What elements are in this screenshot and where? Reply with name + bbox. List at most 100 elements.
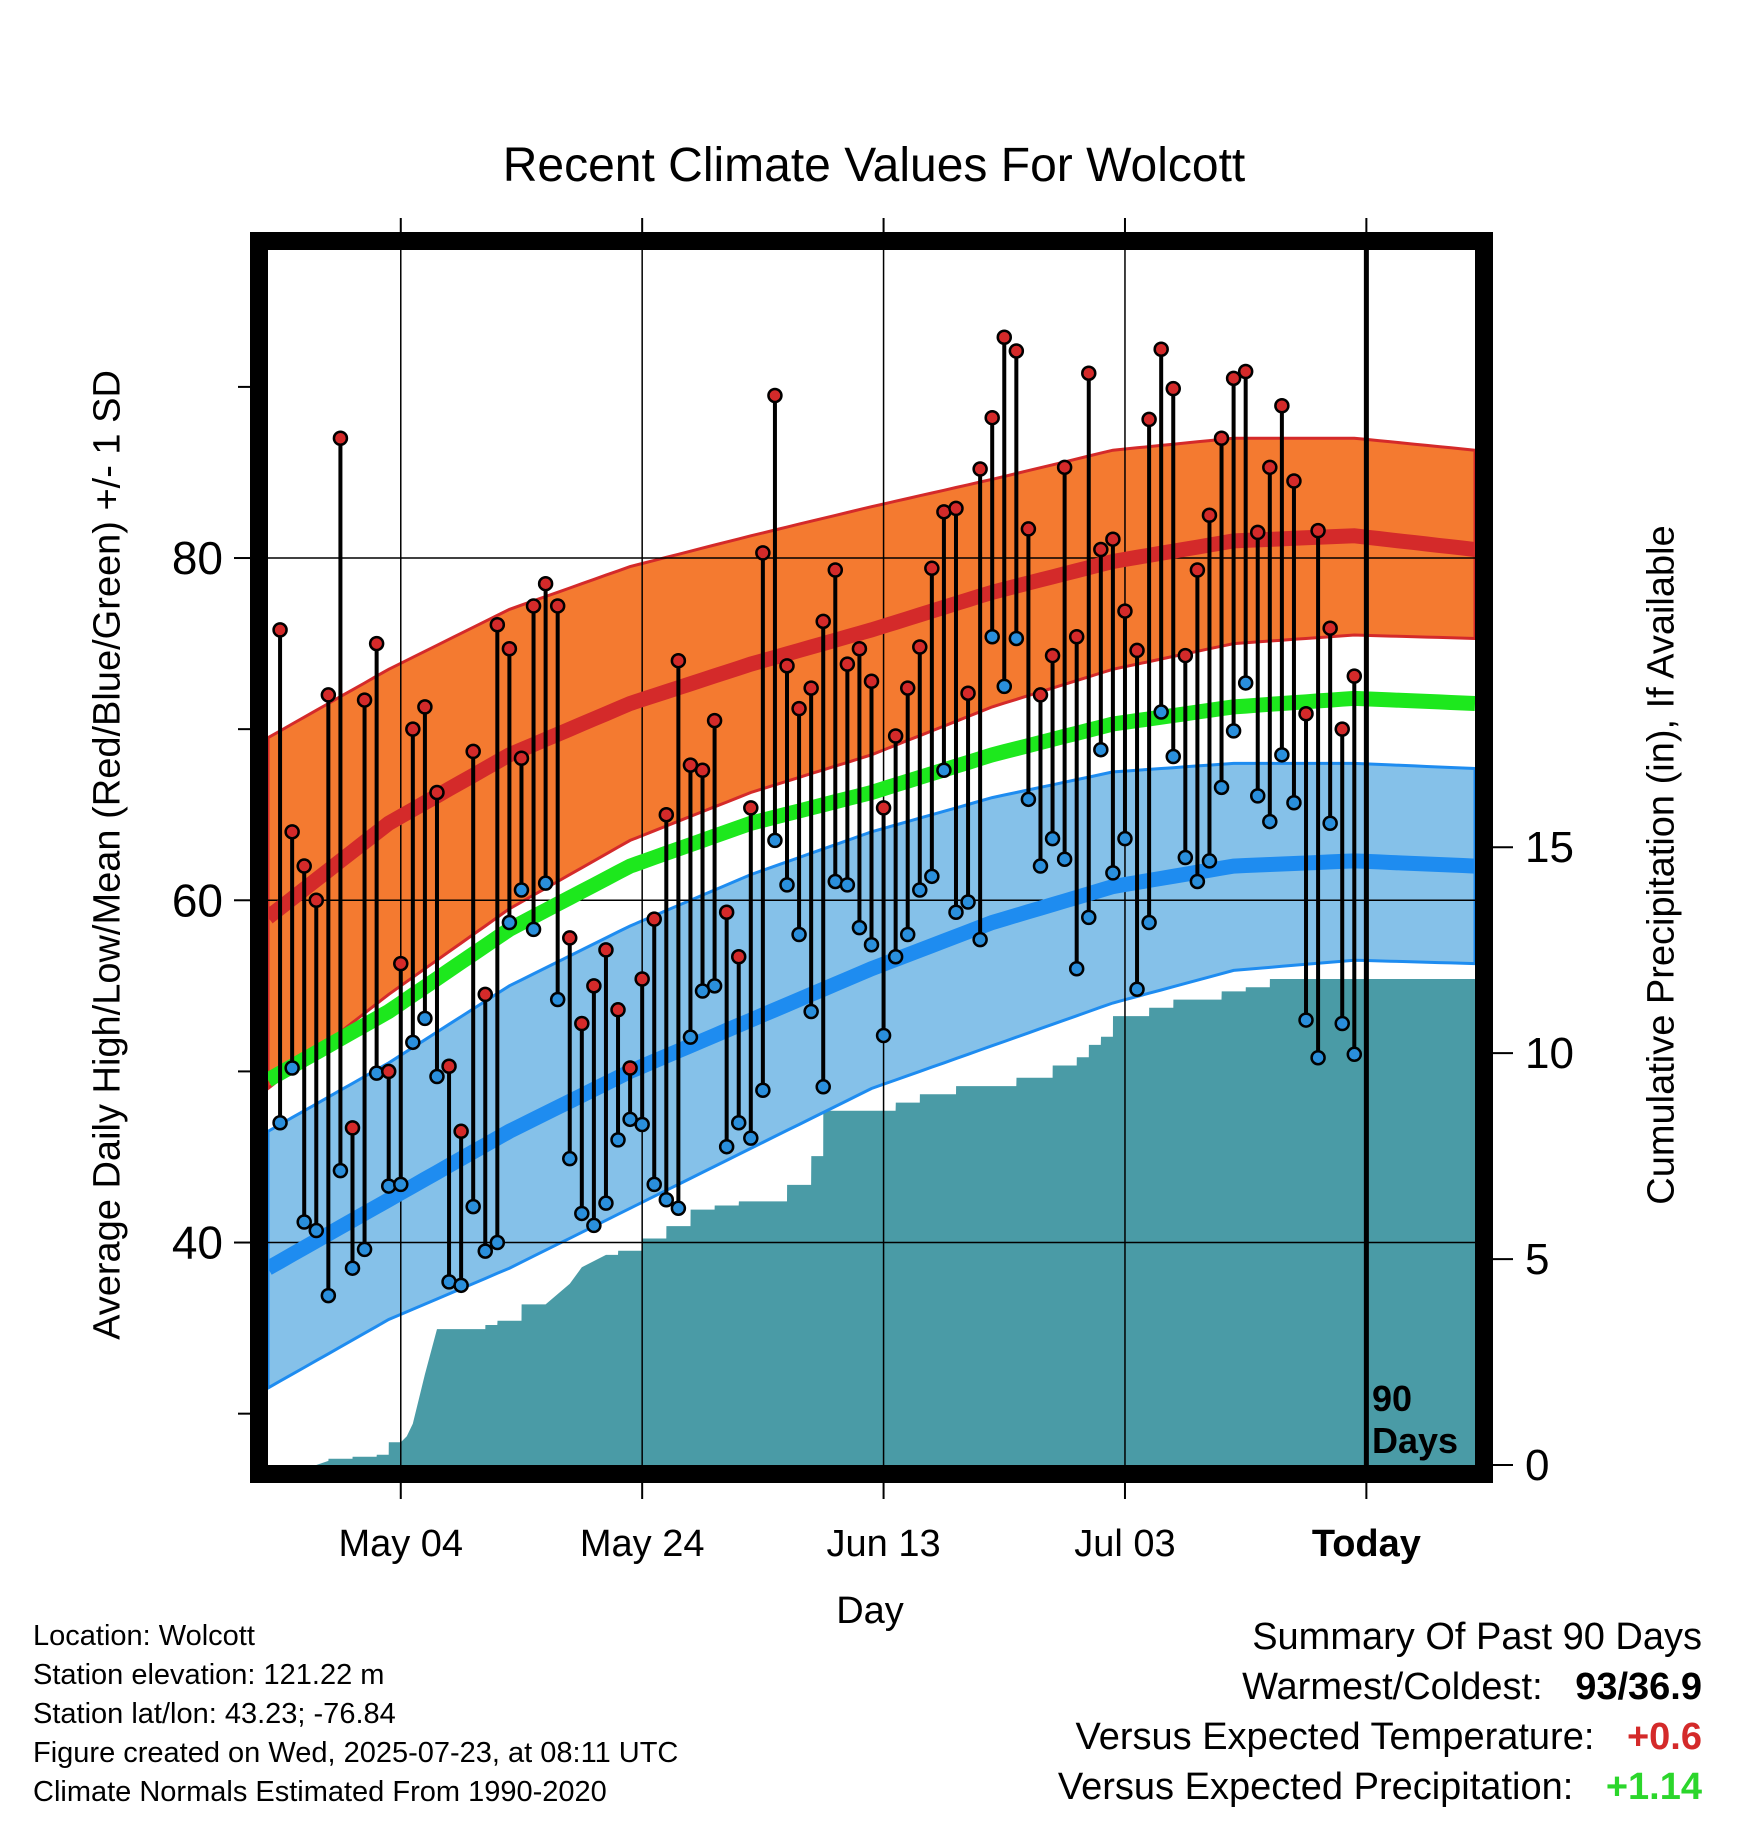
daily-low-point <box>815 1079 831 1095</box>
daily-high-point <box>1322 620 1338 636</box>
daily-low-point <box>646 1176 662 1193</box>
daily-low-point <box>1274 747 1290 763</box>
daily-high-point <box>598 942 614 958</box>
days-marker-word: Days <box>1372 1420 1459 1461</box>
daily-high-point <box>1274 397 1290 414</box>
daily-low-point <box>899 926 916 943</box>
daily-low-point <box>1213 779 1230 796</box>
daily-low-point <box>984 628 1000 645</box>
x-tick-label: Today <box>1312 1523 1421 1565</box>
daily-low-point <box>489 1234 506 1251</box>
daily-low-point <box>272 1114 288 1131</box>
daily-high-point <box>1225 370 1242 387</box>
daily-low-point <box>296 1214 312 1230</box>
daily-low-point <box>1141 914 1157 931</box>
daily-high-point <box>1044 647 1061 664</box>
daily-high-point <box>887 728 904 744</box>
daily-low-point <box>779 877 795 893</box>
daily-low-point <box>718 1138 735 1155</box>
daily-high-point <box>308 892 325 909</box>
daily-high-point <box>574 1015 590 1032</box>
days-marker-number: 90 <box>1372 1378 1413 1419</box>
daily-low-point <box>1129 981 1145 998</box>
y2-axis-label: Cumulative Precipitation (in), If Availa… <box>1640 525 1683 1205</box>
y2-tick-label: 5 <box>1525 1235 1549 1284</box>
daily-high-point <box>344 1120 361 1136</box>
daily-high-point <box>791 700 807 717</box>
daily-low-point <box>960 894 976 910</box>
days-marker-label: 90 Days <box>1372 1378 1458 1462</box>
daily-low-point <box>924 868 940 885</box>
daily-low-point <box>284 1060 300 1076</box>
daily-low-point <box>755 1082 771 1098</box>
daily-low-point <box>634 1116 650 1133</box>
daily-high-point <box>863 673 880 689</box>
daily-high-point <box>972 461 988 477</box>
daily-low-point <box>610 1132 626 1148</box>
daily-low-point <box>996 678 1013 695</box>
daily-high-point <box>453 1123 469 1140</box>
daily-high-point <box>767 387 783 404</box>
x-tick-label: Jun 13 <box>827 1523 941 1565</box>
daily-low-point <box>417 1010 433 1027</box>
summary-temp-row: Versus Expected Temperature: +0.6 <box>1058 1712 1702 1762</box>
meta-location: Location: Wolcott <box>33 1620 255 1652</box>
daily-high-point <box>332 430 349 446</box>
y-tick-label: 40 <box>172 1217 223 1269</box>
daily-high-point <box>658 806 675 823</box>
daily-low-point <box>1068 960 1085 977</box>
daily-low-point <box>1093 741 1109 758</box>
daily-high-point <box>924 560 940 577</box>
daily-high-point <box>296 858 312 874</box>
daily-high-point <box>706 712 723 729</box>
daily-low-point <box>791 926 807 943</box>
daily-high-point <box>851 640 868 657</box>
daily-low-point <box>1020 791 1037 808</box>
daily-low-point <box>429 1068 445 1085</box>
summary-panel: Summary Of Past 90 Days Warmest/Coldest:… <box>1058 1612 1702 1812</box>
daily-low-point <box>972 931 988 948</box>
daily-high-point <box>839 656 856 672</box>
daily-high-point <box>284 824 300 840</box>
daily-low-point <box>1334 1015 1350 1032</box>
daily-high-point <box>1105 531 1121 547</box>
daily-low-point <box>682 1029 699 1045</box>
daily-low-point <box>465 1198 481 1215</box>
daily-high-point <box>417 699 433 715</box>
daily-high-point <box>441 1058 457 1075</box>
daily-low-point <box>1105 865 1121 881</box>
high-normal-line <box>268 528 1475 924</box>
daily-low-point <box>562 1150 578 1167</box>
low-normal-line <box>268 853 1475 1275</box>
daily-high-point <box>899 680 916 696</box>
daily-high-point <box>393 955 409 972</box>
daily-low-point <box>356 1241 373 1258</box>
daily-high-point <box>815 613 831 630</box>
daily-high-point <box>549 598 566 614</box>
daily-high-point <box>1334 721 1350 737</box>
temp-label: Versus Expected Temperature: <box>1075 1716 1595 1758</box>
daily-high-point <box>610 1002 626 1018</box>
plot-frame <box>250 232 1493 1483</box>
x-axis-label: Day <box>836 1590 904 1632</box>
daily-low-point <box>586 1217 602 1234</box>
daily-low-point <box>598 1195 614 1211</box>
daily-low-point <box>1189 873 1206 890</box>
meta-latlon: Station lat/lon: 43.23; -76.84 <box>33 1698 396 1730</box>
daily-high-point <box>960 685 976 701</box>
daily-high-point <box>912 639 928 655</box>
daily-low-point <box>851 919 868 936</box>
daily-low-point <box>1153 704 1169 720</box>
daily-high-point <box>622 1060 638 1076</box>
precip-label: Versus Expected Precipitation: <box>1057 1766 1574 1808</box>
daily-low-point <box>574 1205 590 1222</box>
precip-value: +1.14 <box>1605 1766 1702 1808</box>
daily-high-point <box>586 978 602 994</box>
daily-low-point <box>887 949 904 965</box>
warmest-label: Warmest/Coldest: <box>1242 1666 1543 1708</box>
daily-high-point <box>501 640 518 657</box>
daily-high-point <box>1177 647 1194 664</box>
daily-low-point <box>803 1003 819 1020</box>
precip-area <box>316 979 1475 1465</box>
daily-high-point <box>537 575 554 592</box>
